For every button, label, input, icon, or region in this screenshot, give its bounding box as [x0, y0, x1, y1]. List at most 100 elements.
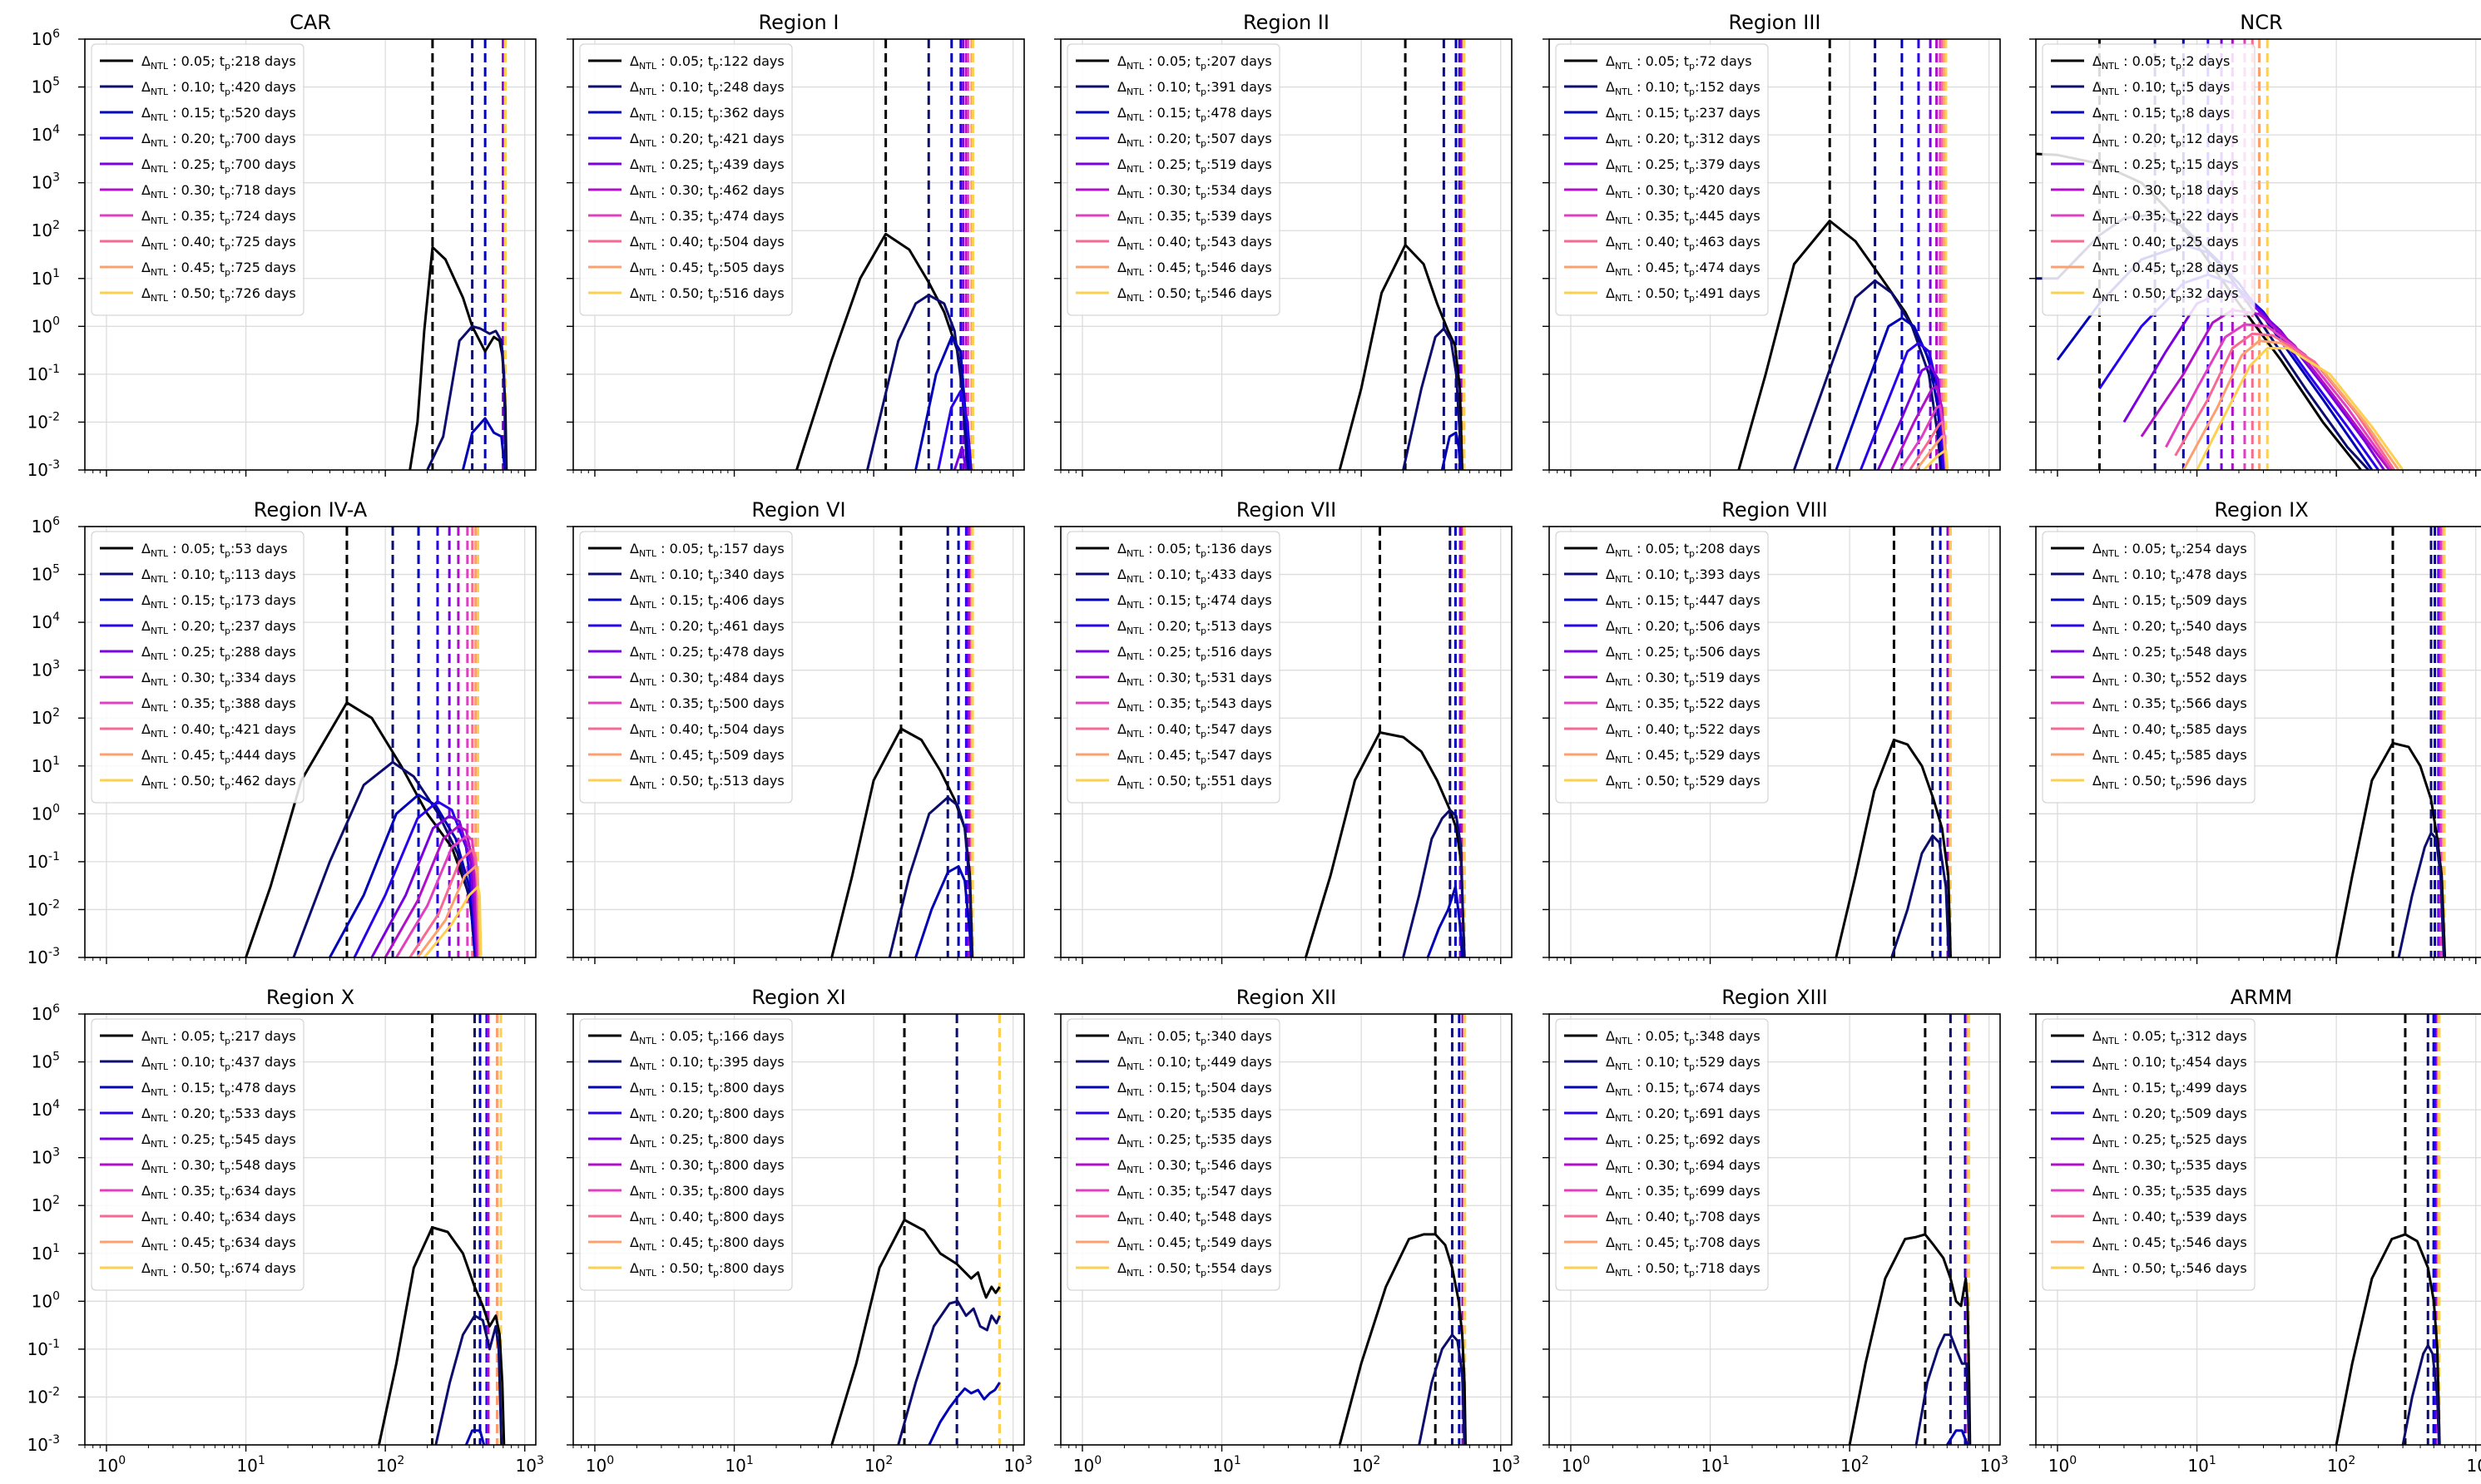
legend-entry: ΔNTL : 0.15; tp:478 days: [1117, 105, 1272, 123]
legend-entry: ΔNTL : 0.50; tp:674 days: [141, 1260, 296, 1279]
series-line: [914, 865, 973, 957]
series-line: [1848, 1233, 1972, 1445]
legend-entry: ΔNTL : 0.35; tp:388 days: [141, 695, 296, 714]
series-line: [1914, 435, 1948, 470]
legend-entry: ΔNTL : 0.50; tp:32 days: [2092, 285, 2239, 304]
series-line: [434, 1314, 503, 1445]
series-line: [292, 760, 477, 957]
series-group: [1737, 220, 1949, 470]
legend-entry: ΔNTL : 0.15; tp:447 days: [1606, 592, 1760, 611]
plot-frame: [1548, 38, 2001, 471]
legend-entry: ΔNTL : 0.05; tp:254 days: [2092, 541, 2247, 559]
legend-entry: ΔNTL : 0.05; tp:207 days: [1117, 53, 1272, 72]
series-line: [2140, 309, 2391, 470]
legend-entry: ΔNTL : 0.20; tp:540 days: [2092, 618, 2247, 636]
series-line: [423, 885, 483, 957]
x-tick-label: 103: [516, 1454, 544, 1476]
x-tick-label: 102: [1840, 1454, 1869, 1476]
x-tick-label: 101: [1212, 1454, 1240, 1476]
legend-entry: ΔNTL : 0.10; tp:340 days: [630, 566, 785, 585]
series-line: [2401, 1343, 2441, 1445]
subplot-title: CAR: [290, 11, 331, 34]
legend-entry: ΔNTL : 0.10; tp:420 days: [141, 79, 296, 97]
subplot-13: 100 101 102 103 Region XIII ΔNTL : 0.05; tp:3…: [1543, 986, 2008, 1476]
legend-entry: ΔNTL : 0.45; tp:529 days: [1606, 747, 1760, 765]
legend-entry: ΔNTL : 0.30; tp:535 days: [2092, 1157, 2247, 1175]
legend-entry: ΔNTL : 0.45; tp:634 days: [141, 1234, 296, 1253]
legend-entry: ΔNTL : 0.05; tp:2 days: [2092, 53, 2230, 72]
y-tick-label: 106: [32, 27, 60, 49]
y-tick-label: 100: [32, 802, 60, 824]
legend-entry: ΔNTL : 0.40; tp:421 days: [141, 721, 296, 740]
legend-entry: ΔNTL : 0.40; tp:522 days: [1606, 721, 1760, 740]
y-tick-label: 103: [32, 1146, 60, 1168]
series-line: [1418, 1333, 1466, 1445]
legend-entry: ΔNTL : 0.35; tp:566 days: [2092, 695, 2247, 714]
legend-entry: ΔNTL : 0.40; tp:547 days: [1117, 721, 1272, 740]
tp-lines: [903, 1014, 1001, 1445]
x-tick-label: 101: [725, 1454, 753, 1476]
series-line: [1426, 885, 1463, 957]
y-tick-label: 10-2: [27, 410, 60, 432]
y-tick-label: 102: [32, 219, 60, 240]
legend-entry: ΔNTL : 0.35; tp:543 days: [1117, 695, 1272, 714]
legend-entry: ΔNTL : 0.45; tp:708 days: [1606, 1234, 1760, 1253]
legend-entry: ΔNTL : 0.45; tp:28 days: [2092, 260, 2239, 278]
tp-lines: [2404, 1014, 2441, 1445]
legend-entry: ΔNTL : 0.45; tp:547 days: [1117, 747, 1272, 765]
x-tick-label: 103: [1004, 1454, 1033, 1476]
y-tick-label: 105: [32, 563, 60, 585]
legend-entry: ΔNTL : 0.10; tp:433 days: [1117, 566, 1272, 585]
subplot-title: Region X: [266, 986, 354, 1009]
legend-entry: ΔNTL : 0.40; tp:25 days: [2092, 234, 2239, 252]
legend-entry: ΔNTL : 0.35; tp:535 days: [2092, 1183, 2247, 1201]
legend-entry: ΔNTL : 0.45; tp:546 days: [1117, 260, 1272, 278]
legend-entry: ΔNTL : 0.05; tp:136 days: [1117, 541, 1272, 559]
legend-entry: ΔNTL : 0.50; tp:491 days: [1606, 285, 1760, 304]
y-tick-label: 100: [32, 314, 60, 336]
subplot-title: Region I: [759, 11, 839, 34]
series-group: [1338, 244, 1463, 470]
series-line: [2196, 347, 2404, 470]
tp-lines: [1924, 1014, 1971, 1445]
x-tick-label: 100: [2048, 1454, 2077, 1476]
legend-entry: ΔNTL : 0.35; tp:634 days: [141, 1183, 296, 1201]
series-line: [2335, 741, 2447, 957]
series-line: [866, 294, 969, 470]
series-line: [370, 814, 478, 957]
legend-entry: ΔNTL : 0.15; tp:504 days: [1117, 1080, 1272, 1098]
series-line: [1338, 244, 1463, 470]
legend-entry: ΔNTL : 0.20; tp:509 days: [2092, 1106, 2247, 1124]
series-line: [1946, 1429, 1969, 1445]
x-tick-label: 100: [97, 1454, 126, 1476]
legend-entry: ΔNTL : 0.40; tp:725 days: [141, 234, 296, 252]
subplot-1: Region I ΔNTL : 0.05; tp:122 days ΔNTL : 0…: [567, 11, 1025, 477]
plot-frame: [1060, 38, 1513, 471]
x-tick-label: 100: [1073, 1454, 1102, 1476]
legend-entry: ΔNTL : 0.40; tp:504 days: [630, 721, 785, 740]
subplot-0: 10-3 10-2 10-1 100 101 102 103 104 105 106 CAR ΔNTL…: [27, 11, 537, 480]
y-tick-label: 101: [32, 754, 60, 776]
series-line: [1835, 739, 1952, 957]
tp-lines: [431, 39, 507, 470]
legend-entry: ΔNTL : 0.05; tp:166 days: [630, 1028, 785, 1046]
legend-entry: ΔNTL : 0.50; tp:529 days: [1606, 773, 1760, 791]
legend-entry: ΔNTL : 0.25; tp:379 days: [1606, 156, 1760, 175]
plot-frame: [84, 1013, 537, 1446]
legend-entry: ΔNTL : 0.25; tp:692 days: [1606, 1131, 1760, 1150]
legend-box: [91, 1018, 305, 1291]
legend-box: [579, 43, 793, 316]
legend-entry: ΔNTL : 0.15; tp:406 days: [630, 592, 785, 611]
legend-entry: ΔNTL : 0.50; tp:726 days: [141, 285, 296, 304]
legend-entry: ΔNTL : 0.30; tp:534 days: [1117, 182, 1272, 200]
plot-frame: [1060, 1013, 1513, 1446]
tp-lines: [1404, 39, 1466, 470]
series-line: [897, 1299, 1001, 1445]
subplot-6: Region VI ΔNTL : 0.05; tp:157 days ΔNTL : …: [567, 498, 1025, 964]
series-line: [928, 1382, 1001, 1445]
legend-entry: ΔNTL : 0.30; tp:519 days: [1606, 670, 1760, 688]
legend-box: [1555, 1018, 1769, 1291]
legend-entry: ΔNTL : 0.15; tp:478 days: [141, 1080, 296, 1098]
series-line: [1402, 327, 1463, 470]
